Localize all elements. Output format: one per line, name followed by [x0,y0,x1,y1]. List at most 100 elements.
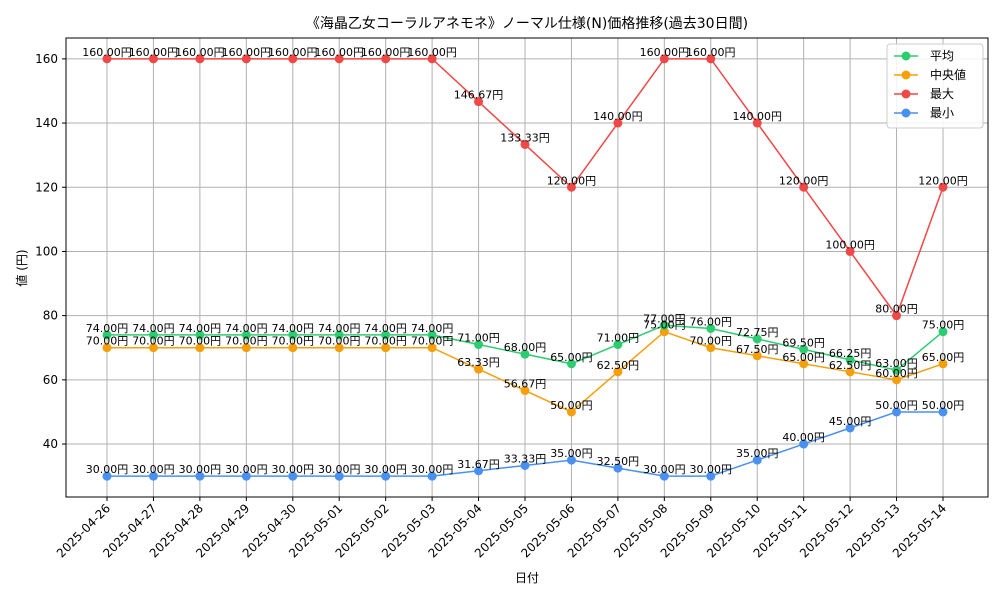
y-tick-label: 60 [43,373,58,387]
legend-swatch-marker [901,51,911,61]
data-point [288,343,298,353]
data-label: 133.33円 [500,131,550,144]
data-point [892,407,902,417]
data-point [427,343,437,353]
data-label: 70.00円 [690,335,733,348]
data-point [334,343,344,353]
legend-box [886,43,984,129]
data-point [102,330,112,340]
data-label: 65.00円 [782,351,825,364]
data-label: 45.00円 [829,415,872,428]
data-point [752,334,762,344]
chart-title: 《海晶乙女コーラルアネモネ》ノーマル仕様(N)価格推移(過去30日間) [306,15,748,32]
data-label: 30.00円 [86,463,129,476]
data-point [752,455,762,465]
x-axis-ticks: 2025-04-262025-04-272025-04-282025-04-29… [54,497,949,560]
data-point [752,118,762,128]
data-label: 120.00円 [547,174,597,187]
data-point [288,54,298,64]
data-label: 146.67円 [454,89,504,102]
data-point [613,367,623,377]
data-label: 70.00円 [225,335,268,348]
y-tick-label: 160 [35,52,58,66]
data-point [474,364,484,374]
data-point [706,323,716,333]
data-label: 70.00円 [132,335,175,348]
data-label: 70.00円 [364,335,407,348]
data-label: 72.75円 [736,326,779,339]
data-point [938,359,948,369]
data-point [241,54,251,64]
data-point [195,330,205,340]
plot-frame [65,37,989,498]
data-point [520,460,530,470]
data-label: 75.00円 [922,319,965,332]
legend-swatch-marker [901,108,911,118]
data-label: 80.00円 [875,303,918,316]
y-tick-label: 40 [43,437,58,451]
data-label: 160.00円 [222,46,272,59]
data-point [892,375,902,385]
data-point [892,365,902,375]
data-point [706,54,716,64]
data-point [799,182,809,192]
data-point [566,455,576,465]
data-point [520,386,530,396]
data-label: 71.00円 [597,332,640,345]
data-point [613,463,623,473]
data-point [381,343,391,353]
data-label: 50.00円 [922,399,965,412]
data-label: 74.00円 [272,322,315,335]
data-label: 160.00円 [640,46,690,59]
data-label: 70.00円 [272,335,315,348]
data-label: 71.00円 [457,332,500,345]
data-point [566,182,576,192]
data-point [474,97,484,107]
data-point [195,54,205,64]
data-point [427,471,437,481]
data-label: 62.50円 [597,359,640,372]
data-point [938,407,948,417]
data-labels-layer: 74.00円 74.00円 74.00円 74.00円 74.00円 74.00円 74.0… [82,46,968,476]
data-label: 160.00円 [268,46,318,59]
data-point [195,471,205,481]
data-point [706,471,716,481]
data-point [102,471,112,481]
data-point [288,471,298,481]
data-label: 75.00円 [643,319,686,332]
data-point [520,139,530,149]
data-point [288,330,298,340]
data-label: 30.00円 [272,463,315,476]
data-label: 100.00円 [825,238,875,251]
y-tick-label: 100 [35,244,58,258]
data-label: 66.25円 [829,347,872,360]
data-point [148,471,158,481]
data-label: 74.00円 [86,322,129,335]
y-tick-label: 140 [35,116,58,130]
data-label: 62.50円 [829,359,872,372]
data-point [613,118,623,128]
data-point [752,351,762,361]
data-label: 65.00円 [922,351,965,364]
data-label: 74.00円 [179,322,222,335]
data-point [706,343,716,353]
data-point [845,367,855,377]
legend-label: 最大 [930,87,954,101]
data-label: 74.00円 [364,322,407,335]
data-point [102,343,112,353]
data-label: 30.00円 [132,463,175,476]
data-point [520,349,530,359]
y-axis-title: 値 (円) [14,249,29,286]
data-label: 56.67円 [504,378,547,391]
data-label: 74.00円 [225,322,268,335]
legend-label: 中央値 [930,67,966,82]
data-label: 77.00円 [643,312,686,325]
data-point [799,344,809,354]
series-layer [102,54,948,481]
y-tick-label: 120 [35,180,58,194]
data-label: 74.00円 [318,322,361,335]
grid-lines [66,38,988,497]
data-label: 74.00円 [411,322,454,335]
